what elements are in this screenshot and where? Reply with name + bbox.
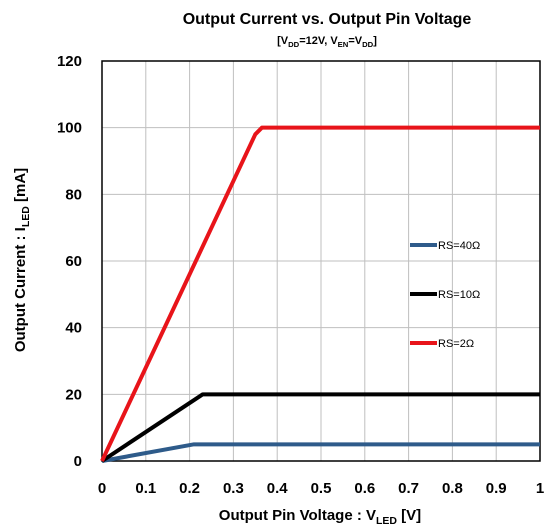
- legend-item: RS=10Ω: [410, 289, 480, 301]
- y-tick-label: 120: [57, 53, 82, 70]
- legend-label: RS=10Ω: [438, 289, 480, 301]
- legend-item: RS=40Ω: [410, 240, 480, 252]
- x-tick-label: 0.6: [354, 480, 375, 497]
- y-tick-label: 80: [65, 186, 82, 203]
- y-tick-label: 20: [65, 386, 82, 403]
- plot-area-frame: [101, 60, 541, 462]
- grid: [101, 60, 541, 462]
- x-tick-label: 0.5: [311, 480, 332, 497]
- legend-label: RS=40Ω: [438, 240, 480, 252]
- x-tick-label: 0.3: [223, 480, 244, 497]
- series-line-2: [100, 125, 540, 462]
- series-layer: [100, 125, 540, 463]
- x-tick-label: 0.4: [267, 480, 289, 497]
- y-tick-label: 40: [65, 320, 82, 337]
- x-tick-label: 0.1: [135, 480, 156, 497]
- tick-labels: 0 0.1 0.2 0.3 0.4 0.5 0.6 0.7 0.8 0.9 1 0 20 40 60 80 10…: [57, 53, 544, 497]
- x-axis-title: Output Pin Voltage : VLED [V]: [219, 507, 421, 527]
- series-line-0: [101, 442, 540, 463]
- x-tick-label: 0.9: [486, 480, 507, 497]
- legend: RS=40Ω RS=10Ω RS=2Ω: [410, 240, 480, 350]
- legend-item: RS=2Ω: [410, 338, 474, 350]
- x-tick-label: 1: [536, 480, 544, 497]
- y-tick-label: 60: [65, 253, 82, 270]
- legend-label: RS=2Ω: [438, 338, 474, 350]
- series-line-1: [100, 392, 540, 463]
- y-tick-label: 0: [74, 453, 82, 470]
- y-tick-label: 100: [57, 120, 82, 137]
- x-tick-label: 0: [98, 480, 106, 497]
- x-tick-label: 0.2: [179, 480, 200, 497]
- x-tick-label: 0.7: [398, 480, 419, 497]
- chart-subtitle: [VDD=12V, VEN=VDD]: [277, 35, 377, 49]
- y-axis-title: Output Current : ILED [mA]: [12, 168, 32, 352]
- chart-title: Output Current vs. Output Pin Voltage: [183, 11, 472, 28]
- x-tick-label: 0.8: [442, 480, 463, 497]
